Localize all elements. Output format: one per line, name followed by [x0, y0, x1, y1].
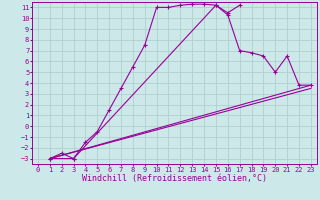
X-axis label: Windchill (Refroidissement éolien,°C): Windchill (Refroidissement éolien,°C): [82, 174, 267, 183]
